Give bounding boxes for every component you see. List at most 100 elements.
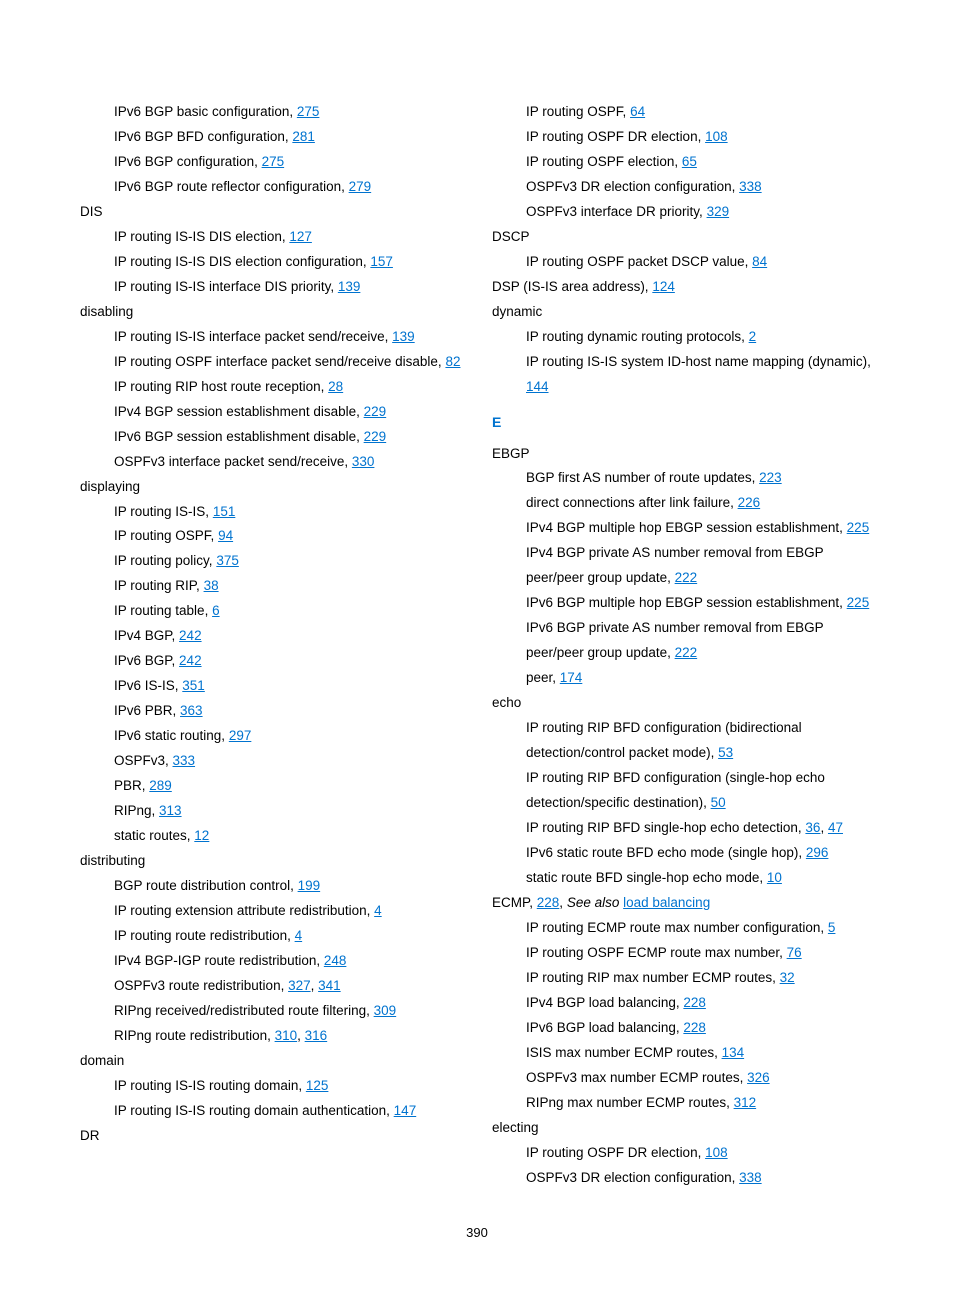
index-text: , <box>297 1028 305 1043</box>
page-link[interactable]: 326 <box>747 1070 770 1085</box>
page-link[interactable]: 84 <box>752 254 767 269</box>
page-link[interactable]: 341 <box>318 978 341 993</box>
index-text: BGP first AS number of route updates, <box>526 470 759 485</box>
page-link[interactable]: 281 <box>292 129 315 144</box>
page-link[interactable]: 242 <box>179 628 202 643</box>
page-link[interactable]: 6 <box>212 603 220 618</box>
index-text: DR <box>80 1128 100 1143</box>
page-link[interactable]: 228 <box>537 895 560 910</box>
page-link[interactable]: 310 <box>275 1028 298 1043</box>
page-link[interactable]: 144 <box>526 379 549 394</box>
index-text: IP routing IS-IS routing domain authenti… <box>114 1103 394 1118</box>
page-link[interactable]: 316 <box>305 1028 328 1043</box>
page-link[interactable]: 151 <box>213 504 236 519</box>
index-text: IPv6 BGP session establishment disable, <box>114 429 364 444</box>
index-text: IPv6 BGP configuration, <box>114 154 262 169</box>
page-link[interactable]: 65 <box>682 154 697 169</box>
page-link[interactable]: 94 <box>218 528 233 543</box>
page-link[interactable]: 223 <box>759 470 782 485</box>
page-link[interactable]: 375 <box>216 553 239 568</box>
page-link[interactable]: 312 <box>734 1095 757 1110</box>
page-link[interactable]: 228 <box>683 995 706 1010</box>
index-text: static route BFD single-hop echo mode, <box>526 870 767 885</box>
page-link[interactable]: 329 <box>707 204 730 219</box>
page-link[interactable]: load balancing <box>623 895 710 910</box>
page-link[interactable]: 296 <box>806 845 829 860</box>
page-link[interactable]: 38 <box>204 578 219 593</box>
page-link[interactable]: 242 <box>179 653 202 668</box>
page-link[interactable]: 139 <box>338 279 361 294</box>
page-link[interactable]: 229 <box>364 429 387 444</box>
index-text: IP routing OSPF, <box>526 104 630 119</box>
page-link[interactable]: 222 <box>675 645 698 660</box>
page-link[interactable]: 275 <box>262 154 285 169</box>
index-subentry: IPv4 BGP-IGP route redistribution, 248 <box>114 949 462 974</box>
page-link[interactable]: 28 <box>328 379 343 394</box>
page-link[interactable]: 199 <box>298 878 321 893</box>
index-subentry: IPv6 BGP BFD configuration, 281 <box>114 125 462 150</box>
index-subentry: OSPFv3, 333 <box>114 749 462 774</box>
page-link[interactable]: 330 <box>352 454 375 469</box>
page-link[interactable]: 108 <box>705 129 728 144</box>
index-subentry: IP routing route redistribution, 4 <box>114 924 462 949</box>
index-text: static routes, <box>114 828 194 843</box>
index-text: echo <box>492 695 521 710</box>
page-link[interactable]: 139 <box>392 329 415 344</box>
page-link[interactable]: 2 <box>749 329 757 344</box>
page-link[interactable]: 225 <box>847 520 870 535</box>
page-link[interactable]: 248 <box>324 953 347 968</box>
page-link[interactable]: 108 <box>705 1145 728 1160</box>
index-subentry: IP routing OSPF, 64 <box>526 100 874 125</box>
page-link[interactable]: 82 <box>445 354 460 369</box>
index-subentry: direct connections after link failure, 2… <box>526 491 874 516</box>
page-link[interactable]: 174 <box>560 670 583 685</box>
index-text: IP routing IS-IS routing domain, <box>114 1078 306 1093</box>
page-link[interactable]: 125 <box>306 1078 329 1093</box>
page-link[interactable]: 338 <box>739 179 762 194</box>
page-link[interactable]: 147 <box>394 1103 417 1118</box>
page-link[interactable]: 10 <box>767 870 782 885</box>
index-text: , <box>311 978 319 993</box>
index-subentry: IPv6 PBR, 363 <box>114 699 462 724</box>
page-link[interactable]: 53 <box>718 745 733 760</box>
page-link[interactable]: 127 <box>289 229 312 244</box>
index-text: , <box>559 895 567 910</box>
index-subentry: BGP first AS number of route updates, 22… <box>526 466 874 491</box>
page-link[interactable]: 226 <box>738 495 761 510</box>
page-link[interactable]: 229 <box>364 404 387 419</box>
index-text: OSPFv3 DR election configuration, <box>526 1170 739 1185</box>
page-link[interactable]: 157 <box>370 254 393 269</box>
page-link[interactable]: 36 <box>805 820 820 835</box>
page-link[interactable]: 297 <box>229 728 252 743</box>
page-link[interactable]: 76 <box>787 945 802 960</box>
page-link[interactable]: 363 <box>180 703 203 718</box>
page-link[interactable]: 4 <box>295 928 303 943</box>
index-text: IP routing RIP BFD single-hop echo detec… <box>526 820 805 835</box>
page-link[interactable]: 289 <box>149 778 172 793</box>
index-subentry: IPv6 BGP configuration, 275 <box>114 150 462 175</box>
page-link[interactable]: 124 <box>652 279 675 294</box>
page-link[interactable]: 309 <box>374 1003 397 1018</box>
page-link[interactable]: 50 <box>711 795 726 810</box>
index-columns: IPv6 BGP basic configuration, 275IPv6 BG… <box>80 100 874 1191</box>
page-link[interactable]: 4 <box>374 903 382 918</box>
page-link[interactable]: 228 <box>683 1020 706 1035</box>
index-subentry: IP routing RIP max number ECMP routes, 3… <box>526 966 874 991</box>
page-link[interactable]: 225 <box>847 595 870 610</box>
index-subentry: static route BFD single-hop echo mode, 1… <box>526 866 874 891</box>
page-link[interactable]: 351 <box>182 678 205 693</box>
page-link[interactable]: 338 <box>739 1170 762 1185</box>
page-link[interactable]: 64 <box>630 104 645 119</box>
page-link[interactable]: 12 <box>194 828 209 843</box>
page-link[interactable]: 5 <box>828 920 836 935</box>
page-link[interactable]: 333 <box>173 753 196 768</box>
index-subentry: IP routing RIP BFD single-hop echo detec… <box>526 816 874 841</box>
page-link[interactable]: 134 <box>722 1045 745 1060</box>
page-link[interactable]: 279 <box>349 179 372 194</box>
page-link[interactable]: 275 <box>297 104 320 119</box>
page-link[interactable]: 222 <box>675 570 698 585</box>
page-link[interactable]: 32 <box>780 970 795 985</box>
page-link[interactable]: 47 <box>828 820 843 835</box>
page-link[interactable]: 327 <box>288 978 311 993</box>
page-link[interactable]: 313 <box>159 803 182 818</box>
